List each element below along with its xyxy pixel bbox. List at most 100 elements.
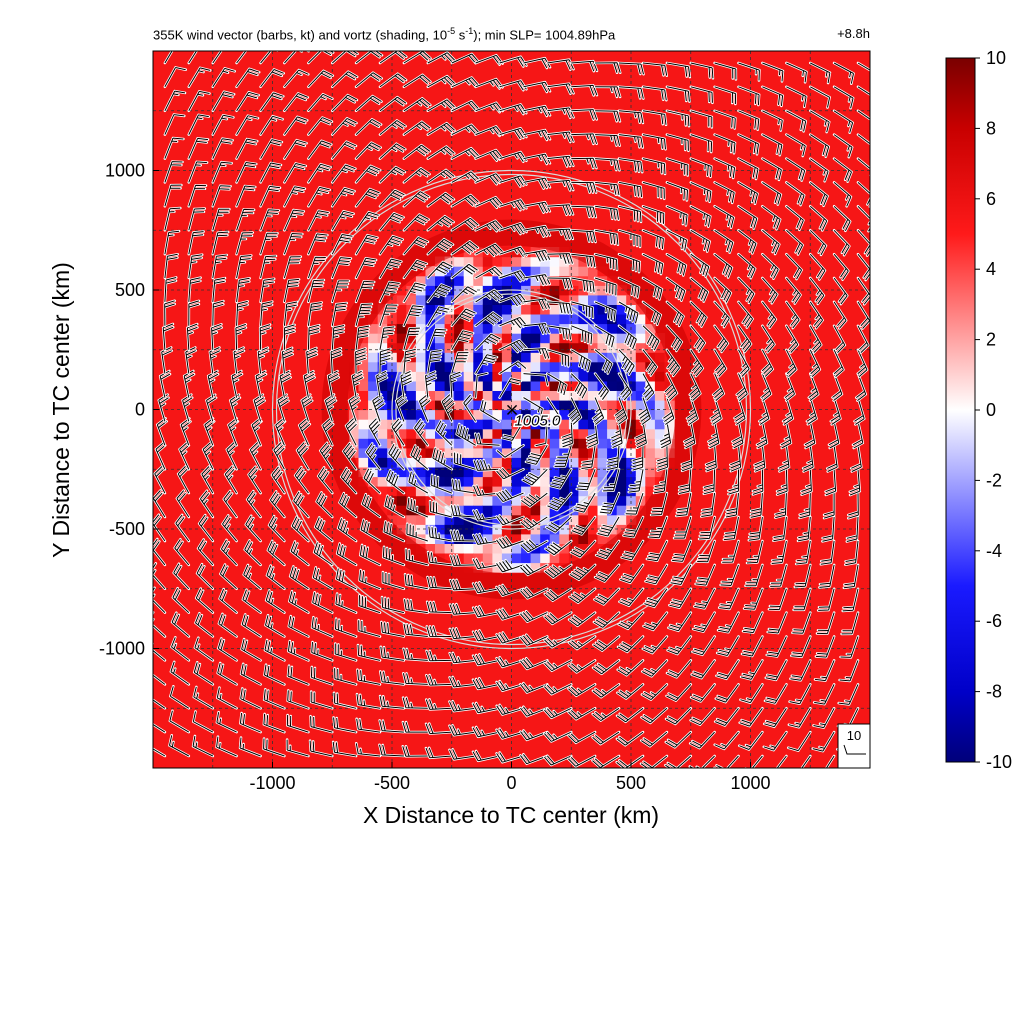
- wind-barb: [761, 373, 772, 401]
- wind-barb: [618, 373, 632, 401]
- wind-barb: [699, 516, 716, 540]
- wind-barb: [271, 466, 285, 494]
- wind-barb: [705, 445, 717, 472]
- wind-barb: [501, 421, 524, 441]
- wind-barb: [311, 642, 333, 661]
- vorticity-cell: [530, 505, 541, 516]
- wind-barb: [402, 746, 428, 757]
- wind-barb: [277, 394, 289, 422]
- wind-barb: [571, 349, 591, 372]
- wind-barb: [379, 720, 404, 733]
- wind-barb: [561, 421, 573, 448]
- vorticity-cell: [435, 524, 446, 535]
- wind-barb: [809, 229, 827, 256]
- wind-barb: [310, 691, 333, 709]
- wind-barb: [642, 301, 662, 325]
- wind-barb: [617, 636, 644, 653]
- wind-barb: [676, 493, 692, 517]
- vorticity-cell: [530, 380, 541, 391]
- wind-barb: [170, 661, 190, 685]
- vorticity-cell: [415, 342, 427, 353]
- vorticity-cell: [396, 505, 407, 516]
- wind-barb: [762, 86, 784, 107]
- vorticity-cell: [425, 438, 436, 449]
- vorticity-cell: [473, 352, 484, 363]
- wind-barb: [496, 560, 524, 573]
- vorticity-cell: [549, 380, 560, 391]
- vorticity-cell: [444, 476, 455, 487]
- vorticity-cell: [521, 552, 532, 564]
- vorticity-cell: [530, 266, 541, 277]
- vorticity-cell: [358, 342, 369, 353]
- vorticity-cell: [530, 419, 541, 430]
- vorticity-cell: [521, 447, 532, 458]
- vorticity-cell: [492, 371, 503, 382]
- wind-barb: [259, 324, 271, 350]
- wind-barb: [382, 546, 405, 566]
- wind-barb: [761, 349, 774, 377]
- x-axis-label: X Distance to TC center (km): [363, 802, 659, 828]
- wind-barb: [450, 371, 461, 398]
- vorticity-cell: [435, 409, 446, 420]
- vorticity-cell: [559, 380, 570, 391]
- x-tick-label: 1000: [730, 773, 770, 793]
- wind-barb: [833, 301, 847, 329]
- wind-barb: [523, 298, 551, 310]
- vorticity-cell: [406, 371, 417, 382]
- wind-barb: [593, 612, 620, 628]
- wind-barb: [545, 540, 572, 556]
- vorticity-cell: [463, 438, 474, 449]
- wind-barb: [164, 277, 177, 302]
- vorticity-cell: [406, 514, 417, 525]
- vorticity-cell: [521, 361, 532, 372]
- wind-barb: [153, 587, 166, 613]
- vorticity-cell: [568, 533, 580, 544]
- vorticity-cell: [377, 419, 388, 430]
- wind-barb: [595, 205, 619, 220]
- vorticity-cell: [435, 333, 446, 344]
- vorticity-cell: [463, 543, 474, 554]
- wind-barb: [499, 56, 527, 67]
- vorticity-cell: [415, 313, 427, 325]
- vorticity-cell: [492, 438, 503, 449]
- wind-barb: [182, 394, 193, 422]
- wind-barb: [402, 673, 428, 685]
- vorticity-cell: [368, 352, 379, 363]
- title-exp2: -1: [465, 26, 474, 36]
- wind-barb: [333, 717, 357, 733]
- wind-barb: [738, 86, 760, 106]
- wind-barb: [599, 492, 620, 514]
- wind-barb: [359, 570, 381, 590]
- vorticity-cell: [616, 486, 627, 497]
- vorticity-cell: [511, 438, 522, 449]
- wind-barb: [571, 181, 597, 193]
- wind-barb: [429, 501, 452, 518]
- wind-barb: [571, 301, 594, 318]
- vorticity-cell: [406, 419, 417, 430]
- wind-barb: [217, 662, 237, 685]
- wind-barb: [642, 158, 666, 175]
- wind-barb: [523, 323, 550, 334]
- wind-barb: [475, 126, 503, 137]
- vorticity-cell: [368, 371, 379, 382]
- vorticity-cell: [559, 552, 570, 564]
- wind-barb: [666, 86, 690, 102]
- wind-barb: [690, 86, 713, 103]
- wind-barb: [196, 563, 214, 590]
- vorticity-cell: [521, 256, 532, 267]
- wind-barb: [714, 325, 729, 353]
- wind-barb: [310, 666, 333, 685]
- wind-barb: [244, 540, 261, 566]
- vorticity-cell: [349, 428, 360, 439]
- vorticity-cell: [559, 285, 570, 296]
- wind-barb: [833, 205, 851, 232]
- vorticity-cell: [482, 256, 493, 267]
- vorticity-cell: [473, 447, 484, 458]
- vorticity-cell: [549, 419, 560, 430]
- wind-barb: [635, 421, 647, 449]
- wind-barb: [307, 302, 322, 326]
- wind-barb: [719, 588, 739, 610]
- wind-barb: [745, 564, 763, 587]
- wind-barb: [595, 134, 621, 146]
- vorticity-cell: [540, 419, 551, 430]
